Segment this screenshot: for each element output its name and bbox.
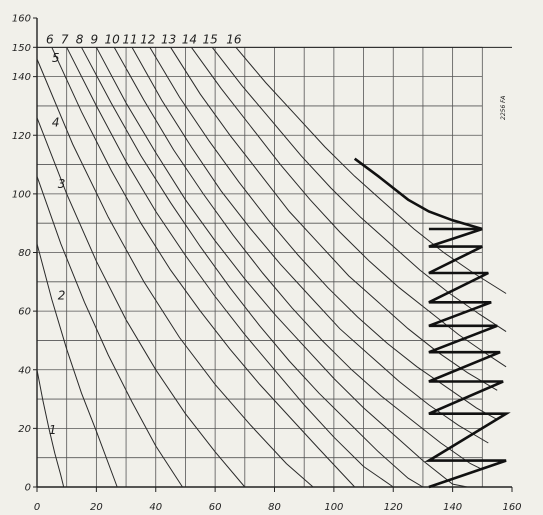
curve-label-15: 15 bbox=[203, 32, 218, 46]
x-tick-label: 80 bbox=[268, 502, 281, 513]
curve-12 bbox=[149, 47, 498, 421]
curve-label-8: 8 bbox=[76, 32, 84, 46]
curve-label-16: 16 bbox=[226, 32, 242, 46]
curve-label-14: 14 bbox=[182, 32, 197, 46]
tick-labels: 0 20 40 60 80 100 120 140 160 0 20 40 60 80 100 120 140 1… bbox=[12, 14, 522, 514]
curve-11 bbox=[131, 47, 489, 444]
y-tick-label: 20 bbox=[18, 424, 31, 435]
curve-label-3: 3 bbox=[58, 177, 66, 191]
figure-code: 2256 FA bbox=[500, 96, 507, 120]
curve-16 bbox=[235, 46, 507, 294]
curve-15 bbox=[211, 46, 507, 333]
curve-label-11: 11 bbox=[122, 32, 137, 46]
y-tick-label: 160 bbox=[12, 14, 31, 25]
curve-5 bbox=[36, 58, 314, 488]
y-tick-label: 100 bbox=[12, 189, 31, 200]
curve-7 bbox=[66, 47, 394, 488]
zigzag-line bbox=[424, 227, 511, 489]
y-tick-label: 140 bbox=[12, 72, 31, 83]
x-tick-label: 100 bbox=[324, 502, 343, 513]
x-tick-label: 0 bbox=[34, 502, 40, 513]
x-tick-label: 20 bbox=[90, 502, 103, 513]
curve-14 bbox=[190, 47, 507, 368]
curve-6 bbox=[51, 47, 356, 488]
curve-label-1: 1 bbox=[49, 423, 57, 437]
y-tick-label: 150 bbox=[12, 43, 31, 54]
curve-label-2: 2 bbox=[58, 288, 66, 302]
curve-label-9: 9 bbox=[91, 32, 99, 46]
curve-9 bbox=[95, 47, 468, 488]
curve-family bbox=[36, 46, 507, 488]
curve-10 bbox=[113, 47, 483, 470]
curve-label-6: 6 bbox=[46, 32, 54, 46]
y-tick-label: 60 bbox=[18, 307, 31, 318]
y-tick-label: 80 bbox=[18, 248, 31, 259]
y-tick-label: 0 bbox=[25, 483, 31, 494]
curve-label-4: 4 bbox=[52, 115, 60, 129]
curve-13 bbox=[170, 47, 498, 391]
x-tick-label: 140 bbox=[443, 502, 462, 513]
curve-label-7: 7 bbox=[61, 32, 69, 46]
grid bbox=[37, 46, 483, 487]
heavy-curve-group bbox=[353, 157, 511, 489]
x-tick-label: 40 bbox=[149, 502, 162, 513]
x-tick-label: 160 bbox=[502, 502, 521, 513]
curve-label-10: 10 bbox=[105, 32, 121, 46]
curve-8 bbox=[81, 47, 424, 488]
curve-label-12: 12 bbox=[140, 32, 155, 46]
x-tick-label: 120 bbox=[384, 502, 403, 513]
heavy-curve bbox=[353, 157, 483, 231]
curve-2 bbox=[36, 243, 118, 488]
curve-label-5: 5 bbox=[52, 51, 60, 65]
y-tick-label: 120 bbox=[12, 131, 31, 142]
curve-3 bbox=[36, 176, 183, 488]
curve-4 bbox=[36, 117, 246, 488]
x-tick-label: 60 bbox=[209, 502, 222, 513]
curve-label-13: 13 bbox=[161, 32, 176, 46]
y-tick-label: 40 bbox=[18, 365, 31, 376]
curve-1 bbox=[36, 369, 65, 488]
